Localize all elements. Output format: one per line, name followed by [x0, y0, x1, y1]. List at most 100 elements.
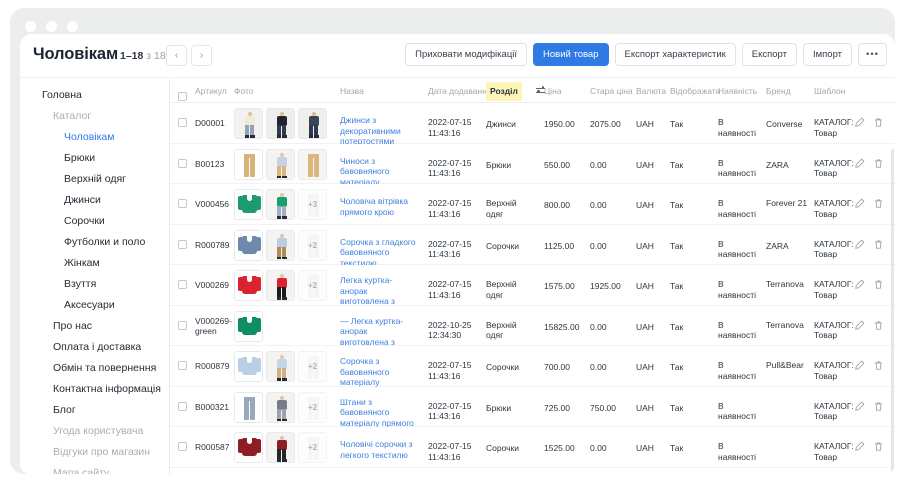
new-product-button[interactable]: Новий товар: [533, 43, 609, 66]
sidebar-item-14[interactable]: Контактна інформація: [20, 379, 169, 400]
product-thumbnails[interactable]: [234, 148, 327, 180]
checkbox-icon[interactable]: [178, 92, 187, 101]
vertical-scrollbar[interactable]: [891, 149, 894, 474]
table-row[interactable]: B000321 +2 Штани з бавовняного матеріалу п…: [170, 386, 895, 438]
sidebar-item-2[interactable]: ⌄Чоловікам: [20, 127, 169, 148]
more-actions-button[interactable]: •••: [858, 43, 887, 66]
checkbox-icon[interactable]: [178, 401, 187, 411]
product-thumbnails[interactable]: +2: [234, 391, 327, 423]
edit-row-icon[interactable]: [854, 117, 865, 128]
product-thumbnail-anorak-green[interactable]: [234, 310, 263, 342]
edit-row-icon[interactable]: [854, 279, 865, 290]
sidebar-item-12[interactable]: Оплата і доставка: [20, 337, 169, 358]
more-photos-badge[interactable]: +3: [298, 189, 327, 220]
table-row[interactable]: V000269 +2 Легка куртка-анорак виготовлена…: [170, 265, 895, 317]
sidebar-item-11[interactable]: Про нас: [20, 316, 169, 337]
column-header-photo[interactable]: Фото: [234, 86, 254, 96]
table-row[interactable]: R000587 +2 Чоловічі сорочки з легкого текс…: [170, 427, 895, 468]
delete-row-icon[interactable]: [873, 158, 884, 169]
sidebar-item-17[interactable]: Відгуки про магазин: [20, 442, 169, 463]
sidebar-item-10[interactable]: Аксесуари: [20, 295, 169, 316]
row-select-checkbox[interactable]: [178, 239, 187, 252]
sort-filter-icon[interactable]: [536, 86, 545, 95]
product-thumbnail-shirt-blue-check[interactable]: [234, 229, 263, 261]
product-thumbnail-shirt-lightblue-model[interactable]: [266, 351, 295, 382]
cell-name[interactable]: Чоловіча вітрівка прямого крою: [340, 196, 408, 217]
column-header-name[interactable]: Назва: [340, 86, 364, 96]
delete-row-icon[interactable]: [873, 239, 884, 250]
table-row[interactable]: R000879 +2 Сорочка з бавовняного матеріалу…: [170, 346, 895, 398]
delete-row-icon[interactable]: [873, 441, 884, 452]
column-header-price[interactable]: Ціна: [544, 86, 562, 96]
row-select-checkbox[interactable]: [178, 320, 187, 333]
more-photos-badge[interactable]: +2: [298, 391, 327, 423]
sidebar-item-1[interactable]: ⌄Каталог: [20, 106, 169, 127]
sidebar-item-5[interactable]: Джинси: [20, 190, 169, 211]
row-select-checkbox[interactable]: [178, 118, 187, 130]
select-all-checkbox[interactable]: [178, 79, 187, 103]
sidebar-item-15[interactable]: Блог: [20, 400, 169, 421]
product-thumbnail-jacket-green[interactable]: [234, 189, 263, 220]
column-header-brand[interactable]: Бренд: [766, 86, 791, 96]
edit-row-icon[interactable]: [854, 319, 865, 331]
product-thumbnail-chinos-beige[interactable]: [234, 148, 263, 180]
column-header-sku[interactable]: Артикул: [195, 86, 227, 96]
more-photos-badge[interactable]: +2: [298, 351, 327, 382]
column-header-old_price[interactable]: Стара ціна: [590, 86, 633, 96]
export-button[interactable]: Експорт: [741, 43, 797, 66]
maximize-dot[interactable]: [67, 21, 78, 32]
cell-name[interactable]: Чиноси з бавовняного матеріалу: [340, 155, 390, 187]
edit-row-icon[interactable]: [854, 157, 865, 169]
product-thumbnails[interactable]: +2: [234, 270, 327, 301]
delete-row-icon[interactable]: [873, 360, 884, 371]
hide-modifications-button[interactable]: Приховати модифікації: [405, 43, 528, 66]
import-button[interactable]: Імпорт: [802, 43, 853, 66]
product-thumbnail-jeans-navy-model[interactable]: [298, 108, 327, 139]
more-photos-badge[interactable]: +2: [298, 270, 327, 301]
edit-row-icon[interactable]: [854, 441, 865, 452]
checkbox-icon[interactable]: [178, 361, 187, 370]
product-thumbnail-chinos-model-shirt[interactable]: [266, 148, 295, 180]
delete-row-icon[interactable]: [873, 401, 884, 412]
edit-row-icon[interactable]: [854, 238, 865, 250]
product-thumbnails[interactable]: +2: [234, 432, 327, 463]
table-row[interactable]: B00123 Чиноси з бавовняного матеріалу 2022…: [170, 143, 895, 187]
product-thumbnail-anorak-red-model[interactable]: [266, 270, 295, 301]
more-photos-badge[interactable]: +2: [298, 432, 327, 463]
table-row[interactable]: R000789 +2 Сорочка з гладкого бавовняного …: [170, 224, 895, 268]
checkbox-icon[interactable]: [178, 199, 187, 208]
table-row[interactable]: V000456 +3 Чоловіча вітрівка прямого крою 2…: [170, 184, 895, 225]
product-thumbnail-shirt-lightblue-short[interactable]: [234, 351, 263, 382]
product-thumbnail-shirt-red-plaid[interactable]: [234, 432, 263, 463]
checkbox-icon[interactable]: [178, 442, 187, 451]
edit-row-icon[interactable]: [854, 198, 865, 209]
close-dot[interactable]: [25, 21, 36, 32]
table-row[interactable]: V000269-green — Легка куртка-анорак вигот…: [170, 305, 895, 357]
minimize-dot[interactable]: [46, 21, 57, 32]
sidebar-item-4[interactable]: Верхній одяг: [20, 169, 169, 190]
row-select-checkbox[interactable]: [178, 442, 187, 454]
row-select-checkbox[interactable]: [178, 158, 187, 171]
product-thumbnail-shirt-red-model[interactable]: [266, 432, 295, 463]
product-thumbnails[interactable]: +2: [234, 229, 327, 261]
sidebar-item-16[interactable]: Угода користувача: [20, 421, 169, 442]
checkbox-icon[interactable]: [178, 280, 187, 289]
more-photos-badge[interactable]: +2: [298, 229, 327, 261]
checkbox-icon[interactable]: [178, 320, 187, 330]
checkbox-icon[interactable]: [178, 239, 187, 249]
column-header-section[interactable]: Розділ: [486, 82, 522, 101]
column-header-date[interactable]: Дата додавання: [428, 86, 492, 96]
sidebar-item-7[interactable]: Футболки и поло: [20, 232, 169, 253]
sidebar-item-0[interactable]: ⌄Головна: [20, 85, 169, 106]
product-thumbnail-chinos-beige-2[interactable]: [298, 148, 327, 180]
export-specs-button[interactable]: Експорт характеристик: [614, 43, 736, 66]
product-thumbnails[interactable]: +3: [234, 189, 327, 220]
checkbox-icon[interactable]: [178, 158, 187, 168]
cell-name[interactable]: Чоловічі сорочки з легкого текстилю: [340, 439, 413, 460]
row-select-checkbox[interactable]: [178, 199, 187, 211]
delete-row-icon[interactable]: [873, 279, 884, 290]
product-thumbnail-shirt-blue-model[interactable]: [266, 229, 295, 261]
product-thumbnails[interactable]: [234, 108, 327, 139]
column-header-currency[interactable]: Валюта: [636, 86, 667, 96]
row-select-checkbox[interactable]: [178, 361, 187, 373]
